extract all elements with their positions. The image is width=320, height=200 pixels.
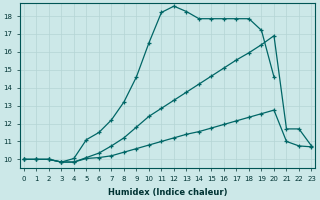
X-axis label: Humidex (Indice chaleur): Humidex (Indice chaleur) <box>108 188 228 197</box>
